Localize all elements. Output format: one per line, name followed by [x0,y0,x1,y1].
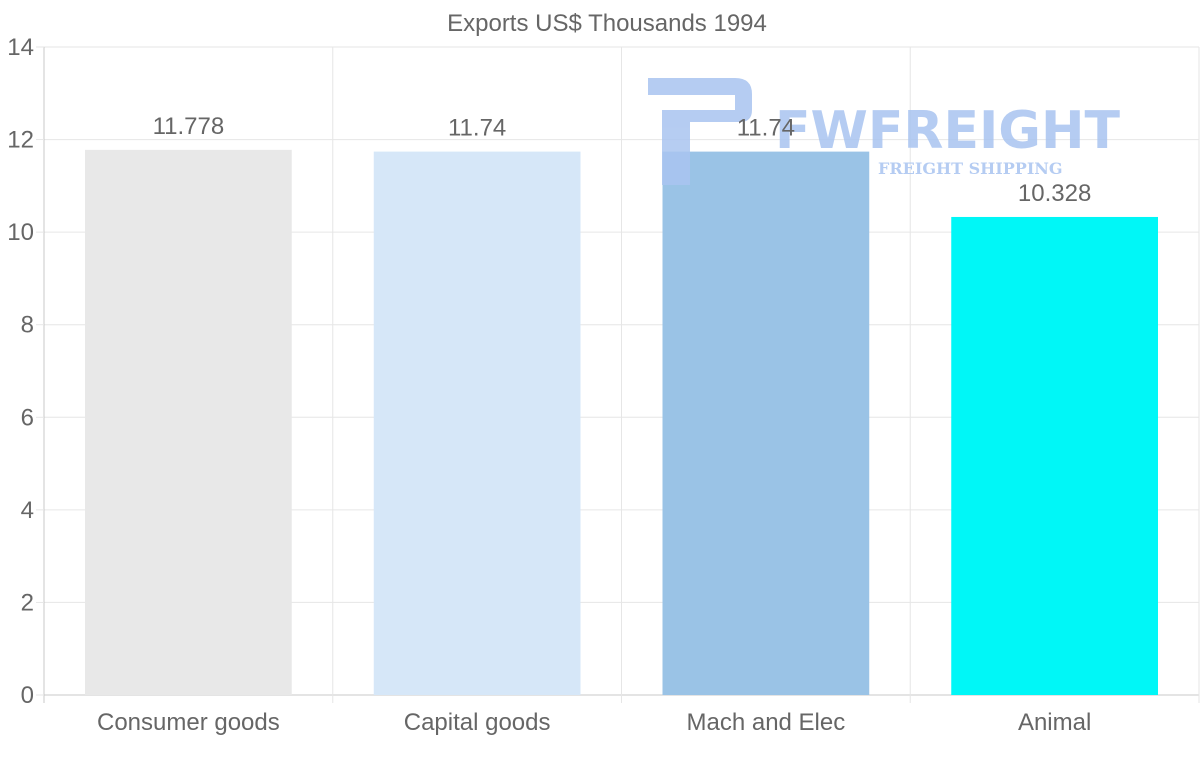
y-tick-label: 10 [7,219,34,246]
y-tick-label: 12 [7,127,34,154]
x-tick-label: Capital goods [404,709,551,736]
data-labels: 11.778 11.74 11.74 10.328 [153,113,1092,207]
watermark-logo-stem [662,110,690,185]
chart-title: Exports US$ Thousands 1994 [447,10,767,37]
y-tick-label: 6 [21,404,34,431]
watermark-logo-icon [648,78,752,122]
bar [85,149,292,695]
x-axis: Consumer goods Capital goods Mach and Elec… [97,709,1091,736]
y-tick-label: 0 [21,682,34,709]
y-tick-label: 2 [21,589,34,616]
bar [662,151,870,695]
data-label: 11.74 [448,115,506,142]
bar-series [85,149,1158,696]
bar [373,151,581,695]
y-tick-label: 4 [21,497,34,524]
watermark-brand: FWFREIGHT [775,101,1121,161]
x-tick-label: Consumer goods [97,709,280,736]
x-tick-label: Mach and Elec [686,709,845,736]
data-label: 10.328 [1018,180,1091,207]
y-tick-label: 8 [21,312,34,339]
data-label: 11.74 [737,115,795,142]
y-tick-label: 14 [7,34,34,61]
y-axis: 0 2 4 6 8 10 12 14 [7,34,44,709]
bar [951,216,1158,696]
data-label: 11.778 [153,113,225,140]
x-tick-label: Animal [1018,709,1091,736]
watermark-tagline: FREIGHT SHIPPING [878,159,1063,178]
watermark-logo: FWFREIGHT FREIGHT SHIPPING [648,78,1121,185]
